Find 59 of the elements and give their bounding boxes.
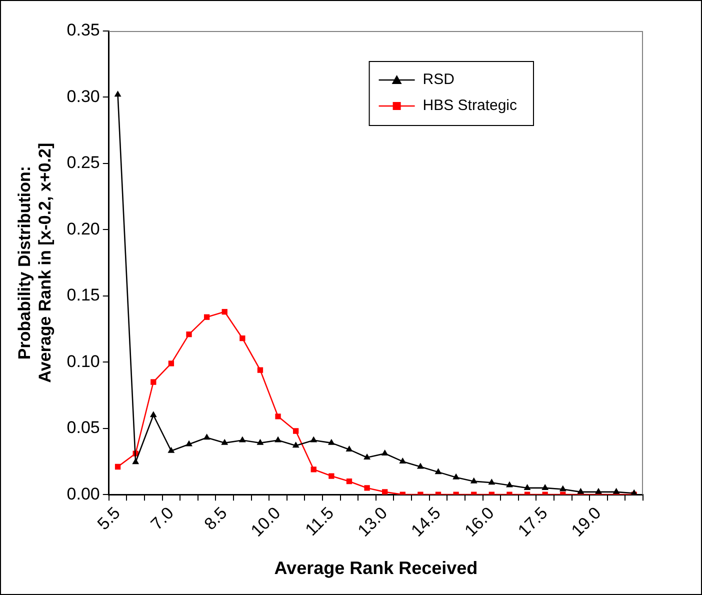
point	[612, 488, 620, 494]
point	[204, 314, 210, 320]
y-tick-label: 0.10	[66, 352, 100, 371]
point	[364, 485, 370, 491]
point	[256, 438, 264, 445]
x-axis-title: Average Rank Received	[274, 558, 478, 578]
y-axis-title: Probability Distribution: Average Rank in [x-0.2, x+0.2]	[14, 142, 54, 383]
point	[240, 335, 246, 342]
point	[506, 481, 513, 488]
point	[292, 442, 300, 448]
point	[222, 308, 228, 315]
y-tick-label: 0.15	[66, 286, 100, 305]
point	[381, 450, 388, 456]
point	[382, 489, 388, 495]
point	[293, 428, 299, 434]
point	[346, 446, 353, 452]
point	[257, 367, 264, 373]
y-tick-label: 0.35	[66, 20, 100, 40]
x-tick-label: 8.5	[200, 504, 231, 534]
x-tick-label: 5.5	[94, 504, 124, 534]
point	[488, 478, 496, 485]
point	[168, 446, 175, 453]
point	[114, 464, 121, 470]
point	[559, 485, 566, 492]
point	[186, 440, 192, 446]
point	[203, 434, 210, 440]
point	[470, 477, 478, 484]
point	[577, 488, 584, 494]
point	[168, 360, 174, 366]
point	[434, 468, 442, 474]
y-tick-label: 0.00	[66, 484, 100, 504]
point	[150, 379, 156, 385]
point	[595, 488, 602, 494]
point	[274, 436, 282, 442]
point	[310, 436, 318, 442]
point	[186, 331, 192, 338]
point	[310, 466, 316, 472]
point	[346, 478, 352, 484]
point	[328, 438, 335, 445]
point	[630, 489, 638, 495]
point	[364, 453, 371, 460]
point	[221, 438, 228, 445]
legend-label: RSD	[422, 71, 455, 88]
point	[524, 484, 531, 490]
y-tick-label: 0.05	[66, 418, 100, 438]
point	[132, 458, 140, 464]
legend-label: HBS Strategic	[422, 97, 518, 114]
y-tick-label: 0.30	[66, 86, 100, 106]
point	[238, 436, 246, 442]
point	[416, 462, 424, 469]
point	[328, 473, 334, 479]
y-tick-label: 0.25	[66, 153, 100, 172]
point	[542, 484, 549, 490]
point	[275, 414, 281, 420]
point	[452, 473, 460, 480]
point	[399, 457, 406, 464]
point	[150, 411, 157, 418]
y-tick-label: 0.20	[66, 219, 100, 238]
x-tick-label: 7.0	[147, 504, 178, 534]
